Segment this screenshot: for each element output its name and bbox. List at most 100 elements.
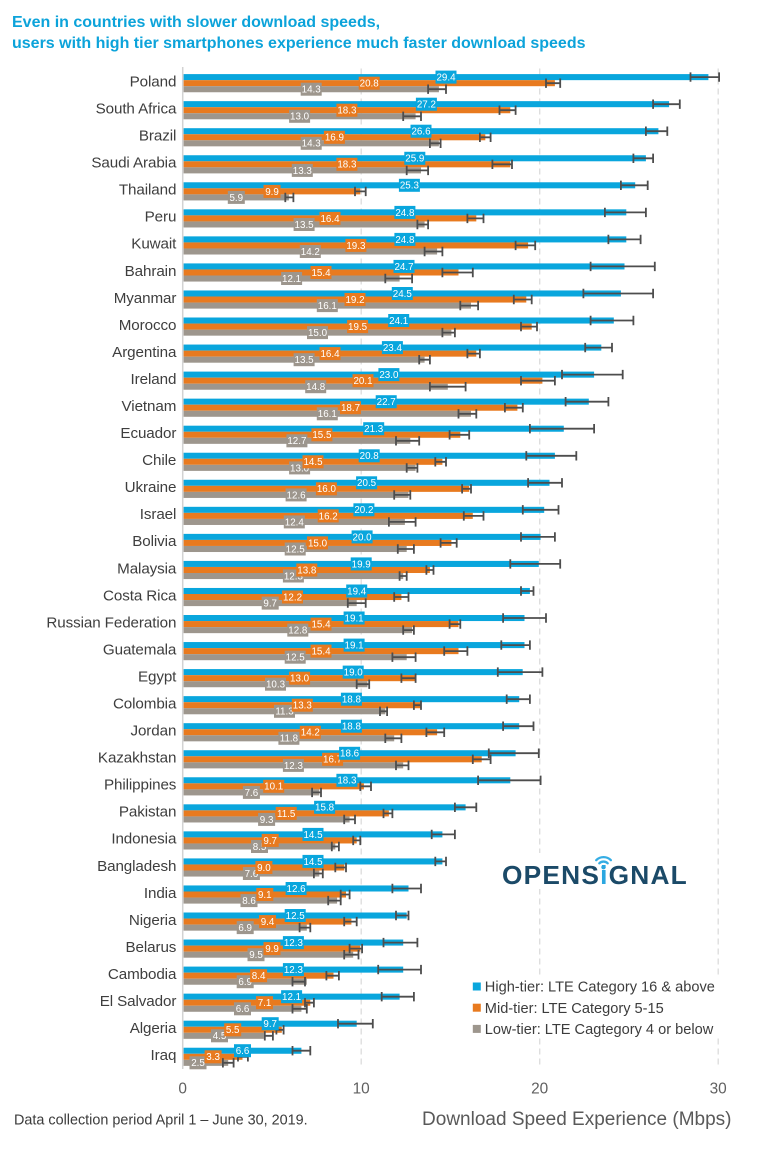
svg-text:20.1: 20.1 (353, 376, 372, 387)
svg-text:Vietnam: Vietnam (122, 398, 177, 415)
svg-text:20.8: 20.8 (360, 79, 380, 90)
svg-text:9.1: 9.1 (258, 890, 272, 901)
svg-text:Saudi Arabia: Saudi Arabia (91, 155, 177, 172)
svg-text:6.9: 6.9 (238, 923, 252, 934)
svg-text:15.4: 15.4 (311, 268, 331, 279)
svg-text:19.1: 19.1 (345, 641, 364, 652)
svg-text:16.4: 16.4 (320, 214, 340, 225)
svg-text:14.5: 14.5 (303, 857, 323, 868)
svg-text:16.1: 16.1 (318, 409, 337, 420)
svg-text:14.3: 14.3 (302, 85, 322, 96)
svg-text:26.6: 26.6 (411, 127, 431, 138)
svg-text:2.5: 2.5 (191, 1058, 205, 1069)
svg-text:Peru: Peru (145, 209, 177, 226)
svg-text:Ireland: Ireland (131, 371, 177, 388)
svg-text:19.9: 19.9 (352, 559, 371, 570)
svg-text:Indonesia: Indonesia (111, 831, 177, 848)
svg-text:6.6: 6.6 (236, 1046, 250, 1057)
svg-text:Pakistan: Pakistan (119, 804, 176, 821)
svg-text:9.9: 9.9 (265, 187, 279, 198)
svg-text:Costa Rica: Costa Rica (103, 587, 177, 604)
svg-text:Poland: Poland (130, 73, 177, 90)
svg-text:23.4: 23.4 (383, 343, 403, 354)
svg-text:5.5: 5.5 (226, 1025, 240, 1036)
svg-text:14.5: 14.5 (303, 457, 323, 468)
svg-text:19.2: 19.2 (345, 295, 364, 306)
svg-text:12.5: 12.5 (286, 911, 306, 922)
svg-text:15.5: 15.5 (312, 430, 332, 441)
svg-text:13.0: 13.0 (290, 112, 310, 123)
svg-text:30: 30 (710, 1081, 727, 1098)
svg-text:Bahrain: Bahrain (125, 263, 177, 280)
svg-text:29.4: 29.4 (436, 73, 456, 84)
svg-text:Algeria: Algeria (130, 1020, 177, 1037)
svg-text:Ecuador: Ecuador (120, 425, 176, 442)
svg-text:9.3: 9.3 (260, 815, 274, 826)
svg-text:7.6: 7.6 (245, 869, 259, 880)
svg-text:20.8: 20.8 (360, 451, 380, 462)
svg-text:13.0: 13.0 (290, 674, 310, 685)
svg-text:Brazil: Brazil (139, 128, 176, 145)
svg-text:13.8: 13.8 (297, 565, 317, 576)
svg-text:South Africa: South Africa (96, 101, 177, 118)
svg-text:12.3: 12.3 (284, 761, 304, 772)
svg-text:Data collection period April 1: Data collection period April 1 – June 30… (14, 1113, 308, 1129)
svg-text:0: 0 (178, 1081, 187, 1098)
svg-text:12.3: 12.3 (284, 938, 304, 949)
svg-text:12.5: 12.5 (286, 653, 306, 664)
svg-text:7.6: 7.6 (245, 788, 259, 799)
svg-text:8.4: 8.4 (252, 971, 266, 982)
svg-text:16.9: 16.9 (325, 133, 344, 144)
svg-text:11.5: 11.5 (277, 809, 296, 820)
svg-text:13.3: 13.3 (293, 166, 313, 177)
svg-text:15.4: 15.4 (311, 620, 331, 631)
svg-text:12.6: 12.6 (287, 490, 307, 501)
svg-text:Low-tier: LTE Cagtegory 4 or b: Low-tier: LTE Cagtegory 4 or below (485, 1022, 714, 1038)
svg-text:14.2: 14.2 (301, 247, 320, 258)
svg-text:13.0: 13.0 (290, 463, 310, 474)
svg-text:Cambodia: Cambodia (108, 966, 177, 983)
svg-text:20.5: 20.5 (357, 478, 377, 489)
svg-text:20.2: 20.2 (354, 505, 373, 516)
svg-text:8.5: 8.5 (253, 842, 267, 853)
svg-text:19.4: 19.4 (347, 586, 367, 597)
svg-text:24.5: 24.5 (393, 289, 413, 300)
svg-text:15.4: 15.4 (311, 647, 331, 658)
svg-text:Argentina: Argentina (112, 344, 177, 361)
svg-text:Even in countries with slower: Even in countries with slower download s… (12, 14, 380, 31)
svg-text:18.8: 18.8 (342, 695, 362, 706)
svg-text:Philippines: Philippines (104, 777, 177, 794)
svg-text:15.0: 15.0 (308, 328, 328, 339)
svg-text:23.0: 23.0 (379, 370, 399, 381)
svg-text:El Salvador: El Salvador (100, 993, 177, 1010)
svg-text:14.8: 14.8 (306, 382, 326, 393)
svg-text:12.3: 12.3 (284, 965, 304, 976)
svg-text:25.3: 25.3 (400, 181, 420, 192)
svg-text:Guatemala: Guatemala (103, 641, 177, 658)
svg-text:15.8: 15.8 (315, 803, 335, 814)
svg-text:16.4: 16.4 (320, 349, 340, 360)
svg-text:Jordan: Jordan (130, 723, 176, 740)
svg-text:Colombia: Colombia (113, 696, 177, 713)
svg-text:Download Speed Experience (Mbp: Download Speed Experience (Mbps) (422, 1109, 731, 1130)
svg-text:Morocco: Morocco (119, 317, 177, 334)
svg-text:18.7: 18.7 (341, 403, 360, 414)
svg-text:12.8: 12.8 (288, 626, 308, 637)
svg-text:9.7: 9.7 (263, 599, 277, 610)
svg-text:25.9: 25.9 (405, 154, 424, 165)
svg-text:15.0: 15.0 (308, 538, 328, 549)
svg-text:Iraq: Iraq (151, 1047, 177, 1064)
svg-text:24.8: 24.8 (395, 235, 415, 246)
svg-text:12.4: 12.4 (285, 517, 305, 528)
svg-text:12.3: 12.3 (284, 571, 304, 582)
svg-text:5.9: 5.9 (229, 193, 243, 204)
svg-text:19.3: 19.3 (346, 241, 366, 252)
svg-text:High-tier: LTE Category 16 & a: High-tier: LTE Category 16 & above (485, 980, 715, 996)
svg-text:10: 10 (353, 1081, 370, 1098)
svg-text:7.1: 7.1 (258, 998, 272, 1009)
svg-text:16.2: 16.2 (319, 511, 338, 522)
svg-text:6.9: 6.9 (238, 977, 252, 988)
svg-text:Myanmar: Myanmar (114, 290, 177, 307)
svg-text:19.1: 19.1 (345, 613, 364, 624)
svg-text:13.5: 13.5 (295, 220, 315, 231)
